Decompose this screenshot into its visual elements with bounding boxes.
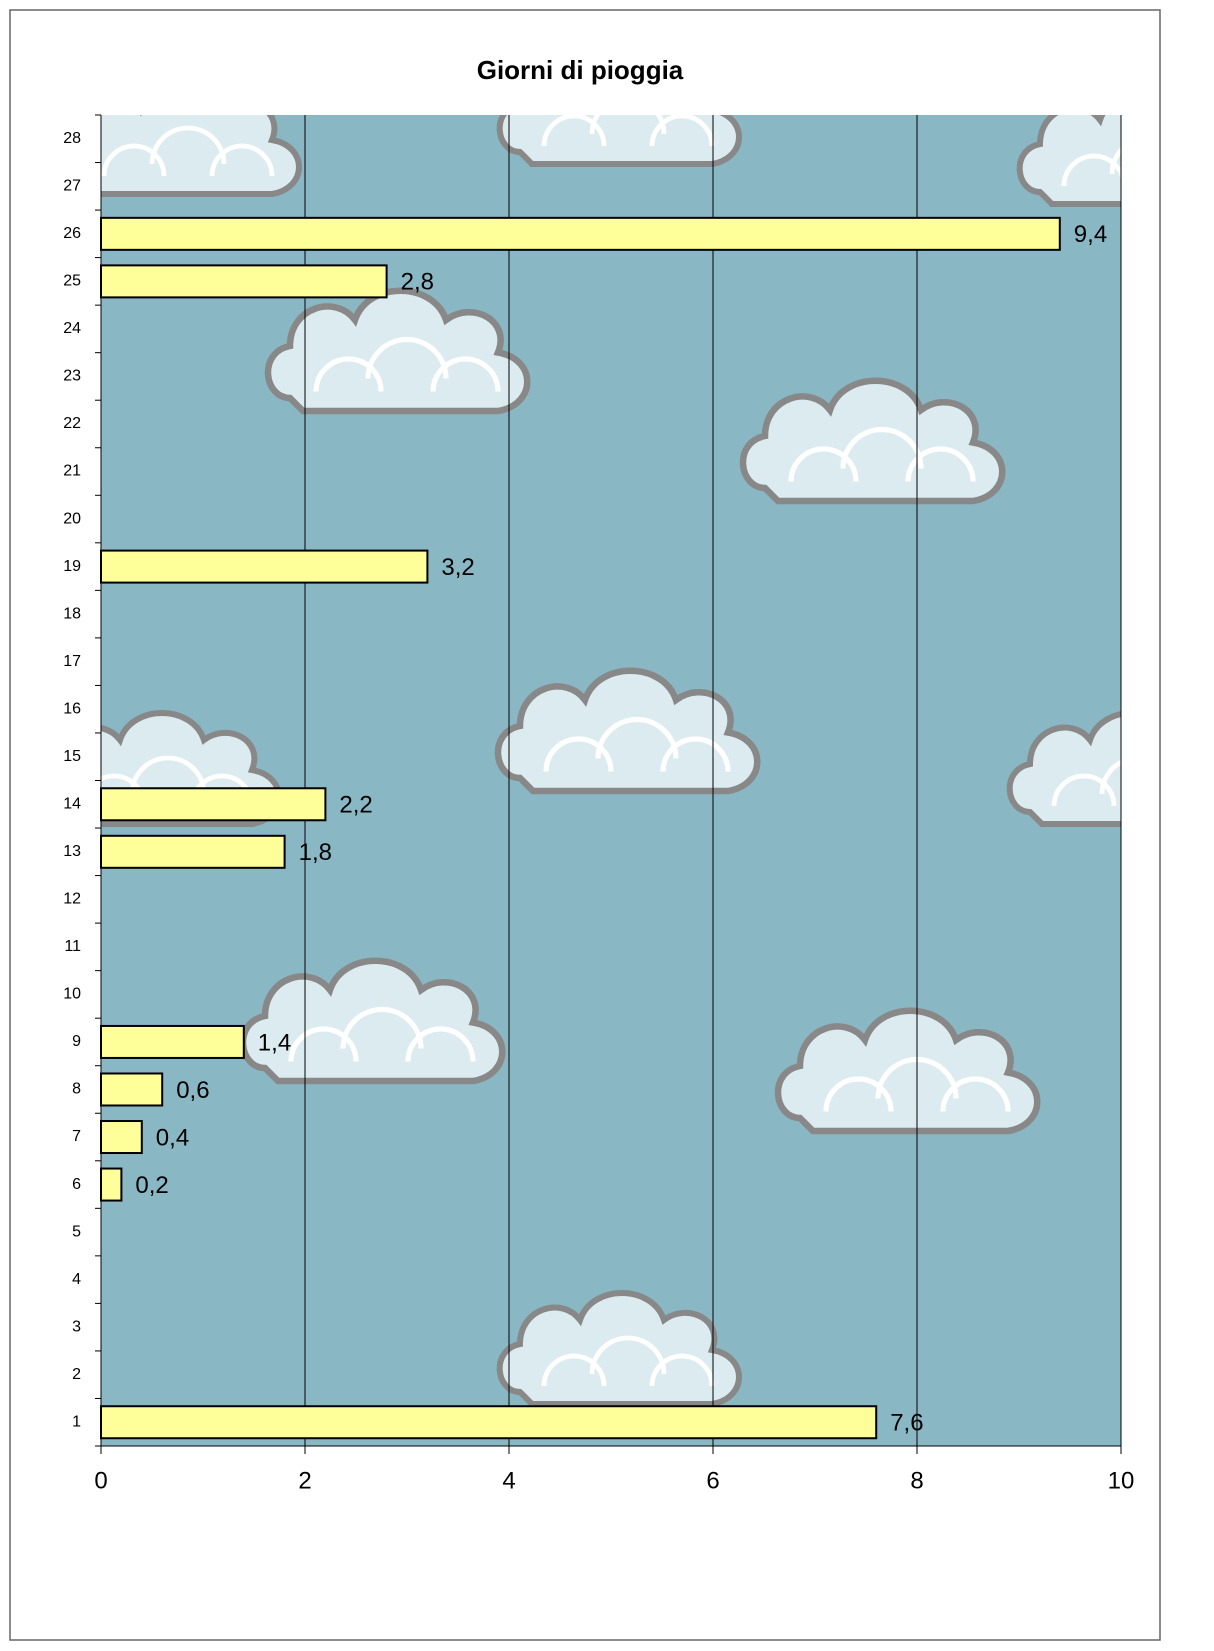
bar (100, 1024, 245, 1059)
y-tick-label: 14 (63, 795, 81, 812)
bar (100, 1072, 164, 1107)
bar (100, 1120, 143, 1155)
value-label: 0,2 (135, 1172, 168, 1199)
value-label: 2,2 (339, 792, 372, 819)
y-tick-label: 11 (64, 938, 81, 955)
y-tick-label: 3 (72, 1318, 81, 1335)
bar (100, 549, 429, 584)
y-tick-label: 7 (72, 1128, 81, 1145)
value-label: 0,6 (176, 1077, 209, 1104)
y-tick-label: 8 (72, 1081, 81, 1098)
x-tick-label: 4 (502, 1467, 515, 1494)
y-tick-label: 5 (72, 1223, 81, 1240)
value-label: 9,4 (1074, 221, 1107, 248)
value-label: 2,8 (401, 269, 434, 296)
y-tick-label: 22 (63, 415, 81, 432)
bar (100, 787, 327, 822)
value-label: 1,4 (258, 1029, 291, 1056)
bar (100, 216, 1061, 251)
y-tick-label: 27 (63, 178, 81, 195)
bar (100, 264, 388, 299)
chart-title: Giorni di pioggia (477, 55, 684, 85)
y-tick-label: 15 (63, 748, 81, 765)
y-tick-label: 12 (63, 891, 81, 908)
y-tick-label: 6 (72, 1176, 81, 1193)
y-tick-label: 4 (72, 1271, 81, 1288)
y-tick-label: 20 (63, 510, 81, 527)
y-tick-label: 28 (63, 130, 81, 147)
y-tick-label: 16 (63, 700, 81, 717)
y-tick-label: 26 (63, 225, 81, 242)
y-tick-label: 24 (63, 320, 81, 337)
y-tick-label: 19 (63, 558, 81, 575)
x-tick-label: 8 (910, 1467, 923, 1494)
y-tick-label: 10 (63, 986, 81, 1003)
y-tick-label: 17 (63, 653, 81, 670)
y-tick-label: 25 (63, 273, 81, 290)
y-tick-label: 9 (72, 1033, 81, 1050)
bar (100, 1167, 123, 1202)
y-tick-label: 1 (72, 1413, 81, 1430)
y-tick-label: 13 (63, 843, 81, 860)
x-tick-label: 10 (1108, 1467, 1135, 1494)
value-label: 0,4 (156, 1124, 189, 1151)
x-tick-label: 6 (706, 1467, 719, 1494)
y-tick-label: 23 (63, 368, 81, 385)
value-label: 7,6 (890, 1410, 923, 1437)
y-tick-label: 18 (63, 605, 81, 622)
value-label: 3,2 (441, 554, 474, 581)
bar (100, 834, 286, 869)
value-label: 1,8 (299, 839, 332, 866)
x-tick-label: 2 (298, 1467, 311, 1494)
x-tick-label: 0 (94, 1467, 107, 1494)
y-tick-label: 21 (63, 463, 81, 480)
bar (100, 1405, 878, 1440)
y-tick-label: 2 (72, 1366, 81, 1383)
